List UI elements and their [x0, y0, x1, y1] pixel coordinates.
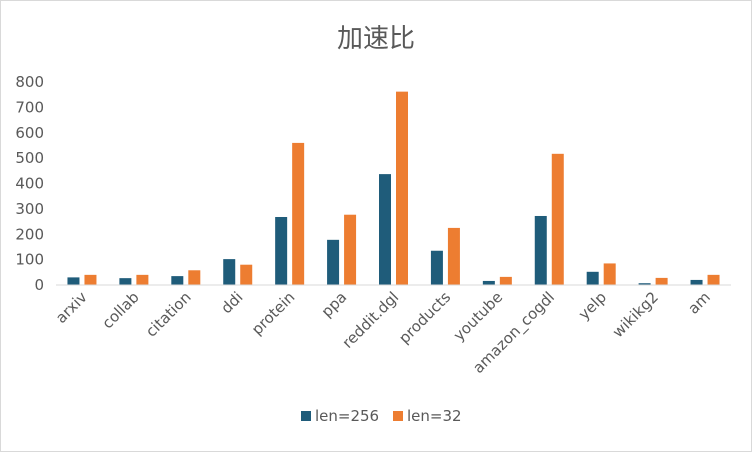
y-tick-label: 700	[15, 98, 44, 116]
bar-len256-ddi	[223, 259, 236, 285]
x-tick-label: ppa	[318, 288, 351, 321]
legend: len=256 len=32	[301, 407, 462, 425]
y-axis: 0 100 200 300 400 500 600 700 800	[15, 73, 44, 294]
bar-len32-products	[447, 227, 460, 285]
x-tick-label: wikikg2	[609, 288, 662, 341]
bar-len32-arxiv	[84, 274, 97, 285]
y-tick-label: 500	[15, 149, 44, 167]
bar-len32-ddi	[240, 264, 253, 285]
y-tick-label: 800	[15, 73, 44, 91]
x-tick-label: arxiv	[52, 288, 91, 327]
bar-len256-am	[690, 279, 703, 285]
x-tick-label: yelp	[575, 288, 610, 323]
bar-len256-citation	[171, 276, 184, 285]
legend-swatch	[393, 411, 403, 421]
legend-label: len=32	[407, 407, 462, 425]
y-tick-label: 200	[15, 225, 44, 243]
x-tick-label: collab	[99, 288, 143, 332]
y-tick-label: 600	[15, 124, 44, 142]
bar-len32-wikikg2	[655, 277, 668, 285]
bar-len256-yelp	[586, 271, 599, 285]
x-axis: arxiv collab citation ddi protein ppareddit.d…	[52, 288, 714, 378]
bar-len32-protein	[292, 142, 305, 285]
y-tick-label: 300	[15, 200, 44, 218]
bars	[67, 91, 720, 285]
x-tick-label: am	[684, 288, 714, 318]
legend-swatch	[301, 411, 311, 421]
x-tick-label: ddi	[217, 288, 246, 317]
x-tick-label: reddit.dgl	[339, 288, 403, 352]
bar-len32-ppa	[344, 214, 357, 285]
bar-len32-citation	[188, 270, 201, 285]
bar-len256-reddit-dgl	[379, 174, 391, 285]
bar-len32-reddit-dgl	[396, 91, 408, 285]
bar-len256-youtube	[482, 280, 495, 285]
bar-len256-protein	[275, 216, 288, 285]
bar-len32-yelp	[603, 263, 616, 285]
bar-len256-arxiv	[67, 277, 80, 285]
bar-len256-products	[430, 250, 443, 285]
bar-len256-collab	[119, 278, 132, 285]
bar-len32-amazon-cogdl	[551, 153, 564, 285]
legend-label: len=256	[315, 407, 379, 425]
bar-len256-wikikg2	[638, 283, 651, 285]
y-tick-label: 100	[15, 251, 44, 269]
bar-len256-ppa	[327, 239, 340, 285]
chart-title: 加速比	[337, 24, 415, 54]
x-tick-label: citation	[142, 288, 194, 340]
x-tick-label: products	[395, 288, 454, 347]
bar-len32-am	[707, 274, 720, 285]
y-tick-label: 0	[34, 276, 44, 294]
y-tick-label: 400	[15, 175, 44, 193]
bar-len32-collab	[136, 274, 149, 285]
bar-len32-youtube	[499, 276, 512, 285]
x-tick-label: protein	[248, 288, 298, 338]
bar-len256-amazon-cogdl	[534, 215, 547, 285]
